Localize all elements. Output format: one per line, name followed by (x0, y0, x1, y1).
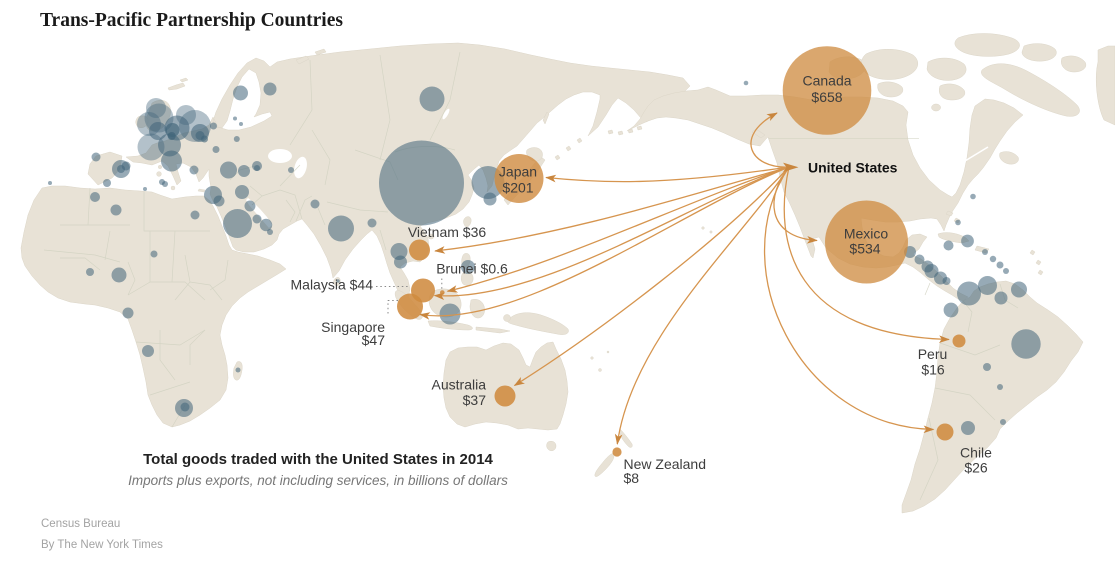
svg-text:Singapore: Singapore (321, 319, 385, 335)
svg-text:$658: $658 (811, 89, 842, 105)
svg-text:$26: $26 (964, 460, 988, 476)
svg-text:Australia: Australia (432, 377, 487, 393)
svg-text:$37: $37 (463, 392, 487, 408)
svg-text:New Zealand: New Zealand (624, 456, 707, 472)
svg-text:Trans-Pacific Partnership Coun: Trans-Pacific Partnership Countries (40, 10, 343, 31)
svg-text:Census Bureau: Census Bureau (41, 518, 120, 530)
svg-text:Brunei $0.6: Brunei $0.6 (436, 261, 508, 277)
svg-text:$534: $534 (849, 241, 880, 257)
svg-text:Peru: Peru (918, 346, 948, 362)
svg-text:Total goods traded with the Un: Total goods traded with the United State… (143, 451, 493, 468)
svg-text:$47: $47 (362, 332, 386, 348)
svg-text:By The New York Times: By The New York Times (41, 539, 163, 551)
svg-text:Canada: Canada (802, 73, 851, 89)
svg-text:$201: $201 (502, 180, 533, 196)
svg-text:$8: $8 (624, 470, 640, 486)
svg-text:Chile: Chile (960, 445, 992, 461)
svg-text:Japan: Japan (499, 164, 537, 180)
svg-text:Imports plus exports, not incl: Imports plus exports, not including serv… (128, 473, 508, 488)
svg-text:Mexico: Mexico (844, 226, 889, 242)
svg-text:Vietnam $36: Vietnam $36 (408, 224, 487, 240)
svg-text:Malaysia $44: Malaysia $44 (291, 277, 374, 293)
svg-text:$16: $16 (921, 362, 945, 378)
svg-text:United States: United States (808, 160, 898, 176)
